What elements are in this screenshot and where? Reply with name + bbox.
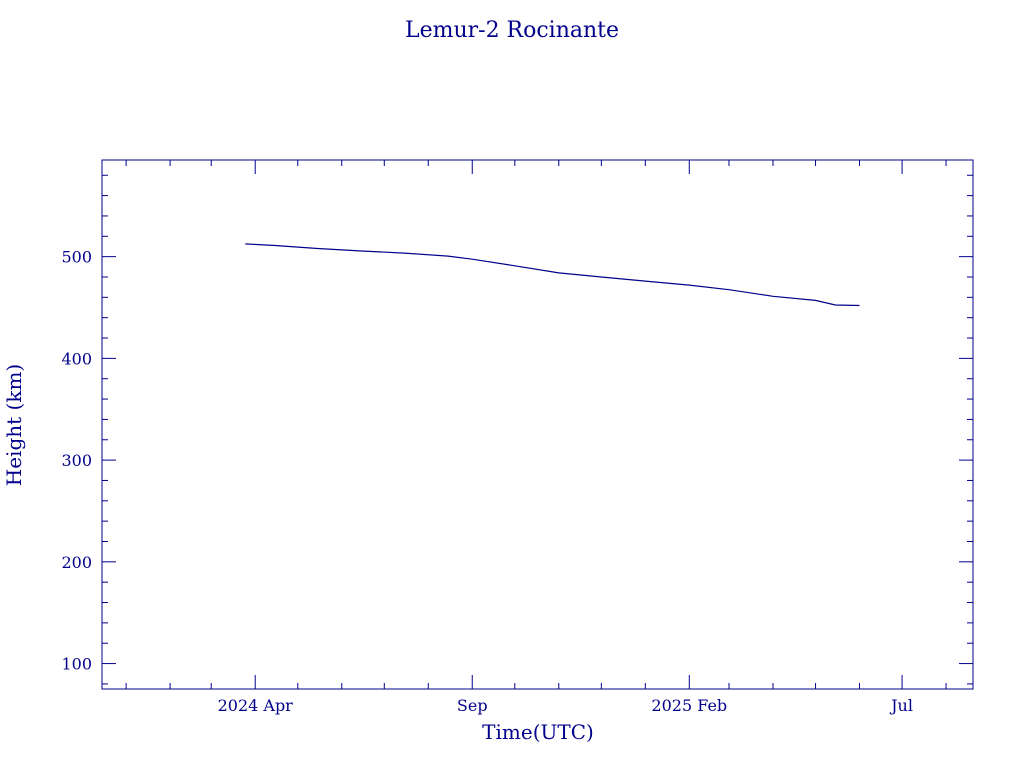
chart-title: Lemur-2 Rocinante [405, 18, 619, 43]
x-tick-label: 2024 Apr [218, 696, 294, 715]
series-group [245, 243, 860, 307]
x-tick-label: 2025 Feb [651, 696, 727, 715]
x-axis-label: Time(UTC) [482, 720, 594, 744]
y-tick-label: 100 [61, 655, 92, 674]
tick-labels: 2024 Apr Sep 2025 Feb Jul 100 200 300 400 500 [61, 248, 913, 715]
height-series-line [245, 243, 860, 307]
y-axis-label: Height (km) [2, 364, 26, 486]
y-tick-label: 300 [61, 451, 92, 470]
y-tick-label: 400 [61, 349, 92, 368]
y-tick-label: 200 [61, 553, 92, 572]
plot-frame [101, 159, 974, 690]
x-tick-label: Sep [457, 696, 488, 715]
axis-ticks [102, 160, 973, 689]
y-tick-label: 500 [61, 248, 92, 267]
x-tick-label: Jul [889, 696, 913, 715]
